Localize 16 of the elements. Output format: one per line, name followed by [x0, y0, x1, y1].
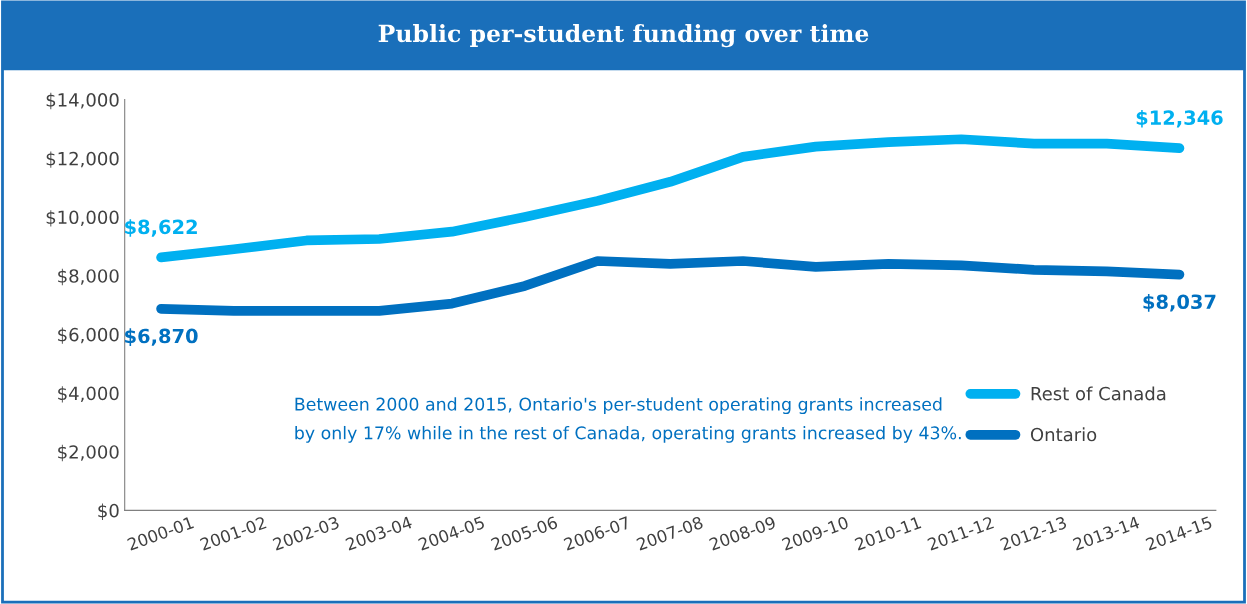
data-label: $8,037: [1143, 294, 1216, 312]
data-label: $8,622: [125, 219, 197, 237]
y-tick-label: $12,000: [46, 151, 119, 168]
annotation: Between 2000 and 2015, Ontario's per-student operating grants increased by only 17% while in the rest of Canada, operating grants increased by 43%.: [295, 397, 961, 443]
y-tick-label: $0: [98, 503, 119, 520]
y-tick-label: $8,000: [58, 268, 119, 286]
y-tick-label: $6,000: [58, 327, 119, 344]
data-label: $6,870: [125, 328, 198, 346]
y-tick-label: $2,000: [58, 444, 119, 462]
legend-label: Rest of Canada: [1031, 386, 1166, 401]
y-tick-label: $10,000: [46, 210, 119, 227]
legend-label: Ontario: [1030, 427, 1097, 442]
y-tick-label: $14,000: [46, 92, 119, 110]
data-label: $12,346: [1136, 109, 1223, 128]
y-tick-label: $4,000: [58, 386, 119, 403]
chart-title: Public per-student funding over time: [378, 24, 869, 48]
